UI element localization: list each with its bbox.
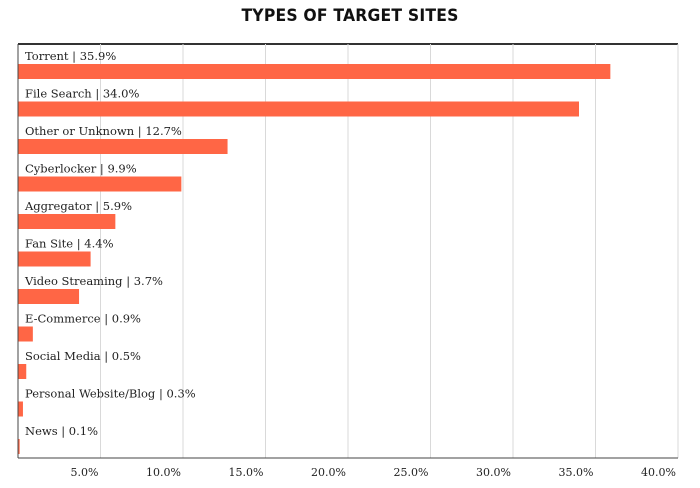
bar-torrent xyxy=(18,64,611,79)
bars xyxy=(18,64,611,454)
category-label: Video Streaming | 3.7% xyxy=(24,274,163,289)
bar-fan-site xyxy=(18,251,91,267)
bar-file-search xyxy=(18,101,579,117)
x-tick-label: 25.0% xyxy=(394,466,429,479)
bar-video-streaming xyxy=(18,289,80,304)
x-tick-label: 15.0% xyxy=(229,466,264,479)
x-tick-label: 20.0% xyxy=(311,466,346,479)
gridlines xyxy=(100,44,679,458)
x-tick-label: 30.0% xyxy=(476,466,511,479)
category-labels: Torrent | 35.9% File Search | 34.0% Other … xyxy=(24,49,196,439)
x-tick-label: 10.0% xyxy=(146,466,181,479)
category-label: File Search | 34.0% xyxy=(25,87,139,102)
category-label: Torrent | 35.9% xyxy=(25,49,116,64)
category-label: Other or Unknown | 12.7% xyxy=(25,124,182,139)
bar-aggregator xyxy=(18,214,116,229)
x-axis-ticks: 5.0% 10.0% 15.0% 20.0% 25.0% 30.0% 35.0% 40.0% xyxy=(71,466,676,479)
category-label: News | 0.1% xyxy=(25,424,98,439)
bar-personal-website-blog xyxy=(18,401,23,417)
category-label: Social Media | 0.5% xyxy=(25,349,141,364)
x-tick-label: 5.0% xyxy=(71,466,99,479)
category-label: Cyberlocker | 9.9% xyxy=(25,162,137,177)
category-label: Fan Site | 4.4% xyxy=(25,237,114,252)
category-label: Personal Website/Blog | 0.3% xyxy=(25,387,196,402)
bar-e-commerce xyxy=(18,326,33,342)
bar-news xyxy=(18,439,20,454)
x-tick-label: 35.0% xyxy=(559,466,594,479)
category-label: Aggregator | 5.9% xyxy=(24,199,132,214)
x-tick-label: 40.0% xyxy=(641,466,676,479)
category-label: E-Commerce | 0.9% xyxy=(25,312,141,327)
bar-other-or-unknown xyxy=(18,139,228,154)
bar-social-media xyxy=(18,364,27,379)
bar-cyberlocker xyxy=(18,176,182,192)
chart-title: TYPES OF TARGET SITES xyxy=(241,6,459,26)
